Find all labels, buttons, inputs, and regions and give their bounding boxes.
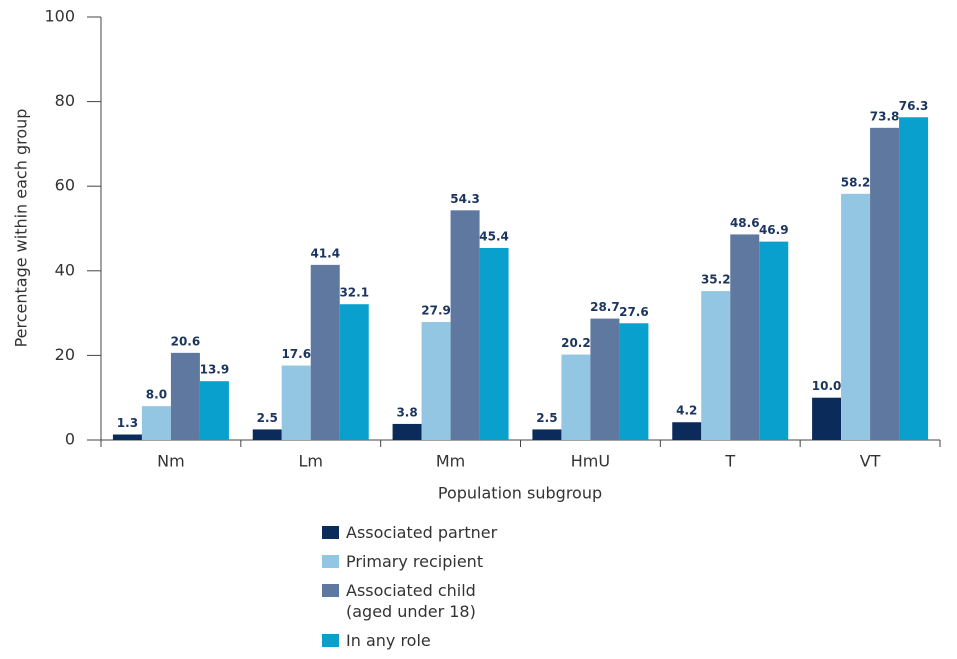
x-tick-label: VT [860, 452, 881, 471]
value-label: 8.0 [146, 388, 167, 402]
x-tick-label: Lm [299, 452, 324, 471]
value-label: 73.8 [870, 109, 900, 123]
value-label: 32.1 [339, 286, 369, 300]
value-label: 46.9 [759, 223, 789, 237]
legend-item: Primary recipient [322, 551, 553, 572]
bar [252, 429, 282, 440]
bar [561, 354, 591, 440]
value-label: 35.2 [701, 273, 731, 287]
legend-swatch [322, 584, 339, 597]
legend-item: Associated child (aged under 18) [322, 580, 553, 622]
bar [619, 323, 649, 440]
bar [899, 117, 929, 440]
y-tick-label: 100 [44, 7, 75, 26]
bar [141, 406, 171, 440]
bar [730, 234, 760, 440]
legend-swatch [322, 526, 339, 539]
value-label: 54.3 [450, 192, 480, 206]
x-tick-label: HmU [571, 452, 610, 471]
value-label: 58.2 [841, 175, 871, 189]
legend-item: In any role [322, 630, 553, 651]
bar [450, 210, 480, 440]
y-axis-label: Percentage within each group [12, 109, 31, 348]
legend: Associated partner Primary recipient Assoc… [322, 522, 782, 659]
legend-swatch [322, 634, 339, 647]
value-label: 27.6 [619, 305, 649, 319]
value-label: 45.4 [479, 229, 509, 243]
bar [841, 193, 871, 440]
bar [701, 291, 731, 440]
bar [590, 318, 620, 440]
value-label: 48.6 [730, 216, 760, 230]
bar [812, 397, 842, 440]
bar [112, 434, 142, 440]
value-label: 13.9 [200, 363, 230, 377]
y-tick-label: 0 [65, 430, 75, 449]
bar [479, 247, 509, 440]
bar [870, 127, 900, 441]
bar [759, 241, 789, 440]
bar [199, 381, 229, 440]
y-tick-label: 20 [55, 345, 75, 364]
value-label: 41.4 [310, 246, 340, 260]
value-label: 20.6 [171, 334, 201, 348]
y-tick-label: 60 [55, 176, 75, 195]
legend-label: Associated child (aged under 18) [346, 581, 476, 621]
value-label: 27.9 [421, 303, 451, 317]
y-tick-label: 40 [55, 260, 75, 279]
x-tick-label: Mm [436, 452, 465, 471]
chart: Percentage within each group Population … [12, 7, 941, 503]
bar [672, 422, 702, 440]
legend-swatch [322, 555, 339, 568]
x-tick-label: T [724, 452, 735, 471]
bar [170, 352, 200, 440]
bar [392, 423, 422, 440]
legend-label: In any role [346, 631, 431, 650]
legend-label: Primary recipient [346, 552, 484, 571]
bar [310, 264, 340, 440]
value-label: 1.3 [117, 416, 138, 430]
legend-label: Associated partner [346, 523, 498, 542]
value-label: 3.8 [396, 405, 417, 419]
value-label: 4.2 [676, 404, 697, 418]
value-label: 17.6 [281, 347, 311, 361]
value-label: 76.3 [899, 99, 929, 113]
value-label: 28.7 [590, 300, 620, 314]
bar [532, 429, 562, 440]
page: Percentage within each group Population … [11, 6, 941, 650]
bar [281, 365, 311, 440]
bar [339, 304, 369, 440]
value-label: 2.5 [257, 411, 278, 425]
bar [421, 321, 451, 440]
legend-item: Associated partner [322, 522, 553, 543]
value-label: 2.5 [536, 411, 557, 425]
value-label: 10.0 [812, 379, 842, 393]
y-tick-label: 80 [55, 91, 75, 110]
x-tick-label: Nm [157, 452, 185, 471]
value-label: 20.2 [561, 336, 591, 350]
x-axis-label: Population subgroup [438, 484, 602, 503]
